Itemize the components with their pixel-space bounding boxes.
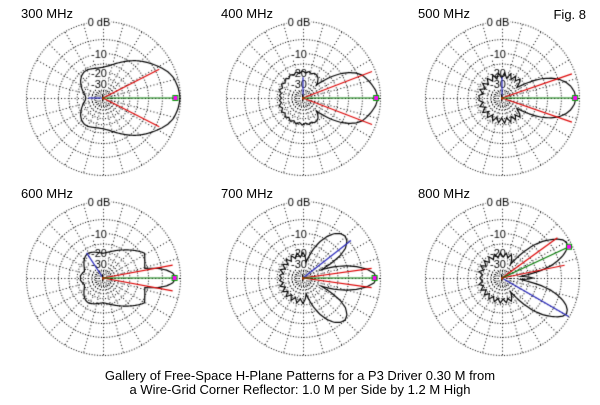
plot-title-700mhz: 700 MHz <box>221 186 274 201</box>
plot-title-600mhz: 600 MHz <box>21 186 74 201</box>
plot-title-800mhz: 800 MHz <box>418 186 471 201</box>
plot-title-300mhz: 300 MHz <box>21 6 74 21</box>
caption-line-1: Gallery of Free-Space H-Plane Patterns f… <box>104 368 496 383</box>
caption-line-2: a Wire-Grid Corner Reflector: 1.0 M per … <box>129 382 471 397</box>
plot-title-500mhz: 500 MHz <box>418 6 471 21</box>
plot-title-400mhz: 400 MHz <box>221 6 274 21</box>
figure-caption: Gallery of Free-Space H-Plane Patterns f… <box>0 369 600 397</box>
figure-label: Fig. 8 <box>553 7 586 22</box>
